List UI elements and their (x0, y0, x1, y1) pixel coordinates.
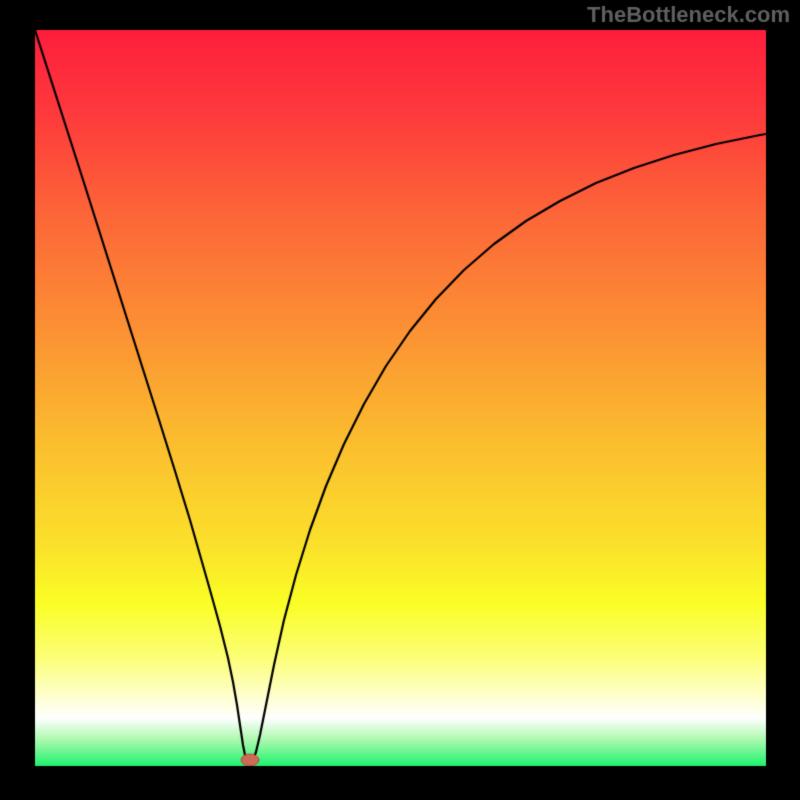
bottleneck-chart (0, 0, 800, 800)
